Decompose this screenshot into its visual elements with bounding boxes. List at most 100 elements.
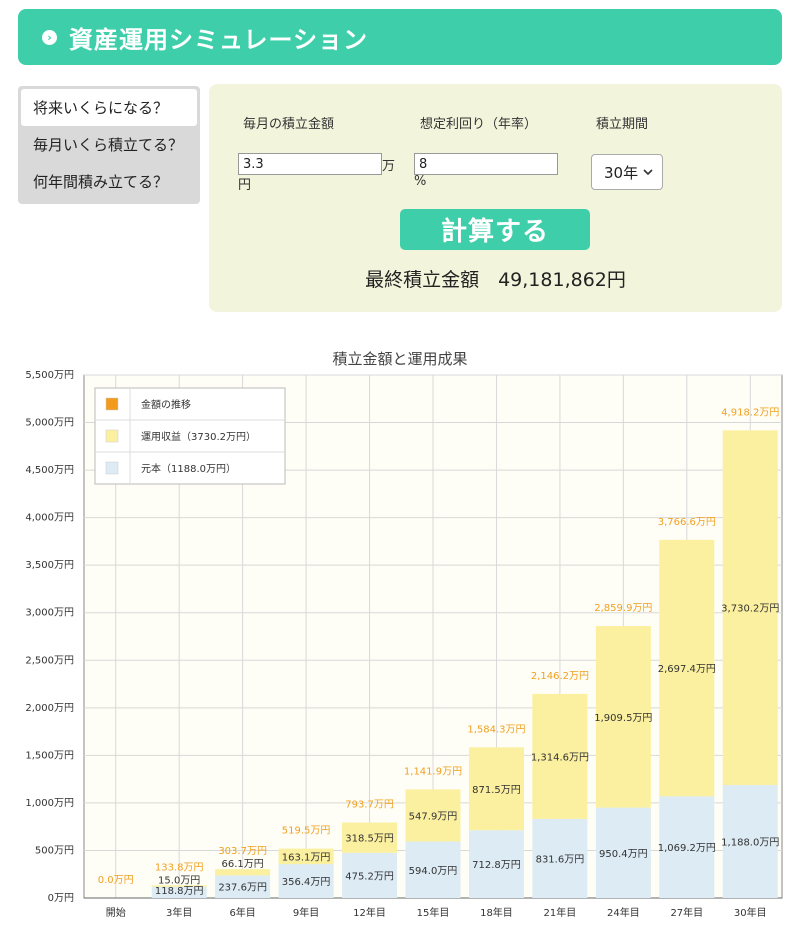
total-value-label: 4,918.2万円 — [721, 407, 779, 418]
total-value-label: 1,141.9万円 — [404, 766, 462, 777]
y-tick-label: 2,500万円 — [25, 655, 74, 666]
calculate-button[interactable]: 計算する — [400, 209, 590, 250]
bar-principal — [151, 886, 207, 898]
principal-value-label: 950.4万円 — [599, 849, 648, 860]
x-tick-label: 3年目 — [166, 906, 192, 919]
principal-value-label: 356.4万円 — [282, 877, 331, 888]
principal-value-label: 118.8万円 — [155, 886, 204, 897]
y-tick-label: 1,500万円 — [25, 750, 74, 761]
period-select-value: 30年 — [604, 163, 639, 182]
tab-period[interactable]: 何年間積み立てる？ — [33, 173, 169, 191]
gain-value-label: 163.1万円 — [282, 852, 331, 863]
y-tick-label: 5,000万円 — [25, 418, 74, 429]
chevron-down-icon — [642, 164, 654, 183]
total-value-label: 2,859.9万円 — [594, 603, 652, 614]
principal-value-label: 1,188.0万円 — [721, 838, 779, 849]
total-value-label: 793.7万円 — [345, 800, 394, 811]
gain-value-label: 318.5万円 — [345, 834, 394, 845]
bar-investment-gain — [532, 693, 588, 819]
legend-principal-swatch — [105, 461, 119, 475]
total-value-label: 3,766.6万円 — [658, 517, 716, 528]
simulation-form: 毎月の積立金額 想定利回り（年率） 積立期間 万 円 % 30年 計算する 最終… — [209, 84, 782, 312]
bar-principal — [595, 807, 651, 898]
bar-investment-gain — [215, 869, 271, 876]
y-tick-label: 4,000万円 — [25, 513, 74, 524]
monthly-unit-man: 万 — [382, 159, 396, 174]
x-tick-label: 12年目 — [353, 906, 386, 919]
rate-input[interactable] — [414, 153, 558, 175]
total-value-label: 0.0万円 — [98, 875, 134, 886]
chevron-right-circle-icon: › — [42, 29, 57, 45]
rate-unit: % — [414, 174, 427, 189]
tab-monthly-amount[interactable]: 毎月いくら積立てる？ — [33, 136, 184, 154]
y-tick-label: 500万円 — [35, 845, 74, 856]
gain-value-label: 3,730.2万円 — [721, 604, 779, 615]
gain-value-label: 1,909.5万円 — [594, 713, 652, 724]
rate-label: 想定利回り（年率） — [420, 117, 538, 132]
bar-principal — [659, 796, 715, 898]
bar-principal — [215, 875, 271, 898]
y-tick-label: 5,500万円 — [25, 370, 74, 381]
principal-value-label: 831.6万円 — [536, 854, 585, 865]
bar-investment-gain — [595, 626, 651, 808]
total-value-label: 1,584.3万円 — [467, 724, 525, 735]
period-select[interactable]: 30年 — [591, 154, 663, 190]
total-value-label: 303.7万円 — [218, 846, 267, 857]
bar-principal — [722, 785, 778, 898]
bar-principal — [468, 830, 524, 898]
principal-value-label: 594.0万円 — [409, 866, 458, 877]
chart-title: 積立金額と運用成果 — [332, 350, 468, 368]
y-tick-label: 2,000万円 — [25, 703, 74, 714]
x-tick-label: 開始 — [106, 906, 126, 919]
bar-investment-gain — [342, 822, 398, 853]
bar-investment-gain — [722, 430, 778, 786]
x-tick-label: 6年目 — [229, 906, 255, 919]
principal-value-label: 1,069.2万円 — [658, 843, 716, 854]
bar-investment-gain — [151, 885, 207, 887]
legend-label: 運用収益（3730.2万円） — [141, 430, 256, 443]
principal-value-label: 475.2万円 — [345, 871, 394, 882]
mode-tabs: 将来いくらになる？ 毎月いくら積立てる？ 何年間積み立てる？ — [18, 86, 200, 204]
bar-principal — [278, 864, 334, 898]
gain-value-label: 2,697.4万円 — [658, 664, 716, 675]
bar-principal — [342, 852, 398, 898]
final-amount-result: 最終積立金額 49,181,862円 — [365, 269, 626, 291]
x-tick-label: 21年目 — [544, 906, 577, 919]
monthly-amount-input[interactable] — [238, 153, 382, 175]
total-value-label: 2,146.2万円 — [531, 671, 589, 682]
legend-box — [94, 387, 286, 485]
bar-investment-gain — [405, 789, 461, 842]
x-tick-label: 24年目 — [607, 906, 640, 919]
legend-gain-swatch — [105, 429, 119, 443]
x-tick-label: 18年目 — [480, 906, 513, 919]
x-tick-label: 15年目 — [417, 906, 450, 919]
monthly-amount-label: 毎月の積立金額 — [243, 117, 335, 132]
x-tick-label: 9年目 — [293, 906, 319, 919]
bar-investment-gain — [278, 848, 334, 865]
bar-investment-gain — [659, 539, 715, 797]
y-tick-label: 4,500万円 — [25, 465, 74, 476]
tab-future-amount[interactable]: 将来いくらになる？ — [21, 89, 197, 126]
x-tick-label: 27年目 — [670, 906, 703, 919]
principal-value-label: 237.6万円 — [218, 883, 267, 894]
y-tick-label: 3,000万円 — [25, 608, 74, 619]
monthly-unit-yen: 円 — [238, 178, 252, 193]
y-tick-label: 3,500万円 — [25, 560, 74, 571]
legend-total-swatch — [105, 397, 119, 411]
legend-label: 金額の推移 — [141, 398, 191, 411]
bar-investment-gain — [468, 747, 524, 831]
gain-value-label: 547.9万円 — [409, 811, 458, 822]
x-tick-label: 30年目 — [734, 906, 767, 919]
legend-label: 元本（1188.0万円） — [141, 462, 236, 475]
gain-value-label: 15.0万円 — [158, 875, 200, 886]
bar-principal — [405, 841, 461, 898]
page-title: 資産運用シミュレーション — [69, 25, 369, 54]
period-label: 積立期間 — [596, 117, 649, 132]
y-tick-label: 0万円 — [48, 893, 74, 904]
y-tick-label: 1,000万円 — [25, 798, 74, 809]
principal-value-label: 712.8万円 — [472, 860, 521, 871]
gain-value-label: 66.1万円 — [222, 859, 264, 870]
total-value-label: 133.8万円 — [155, 862, 204, 873]
gain-value-label: 871.5万円 — [472, 785, 521, 796]
gain-value-label: 1,314.6万円 — [531, 752, 589, 763]
